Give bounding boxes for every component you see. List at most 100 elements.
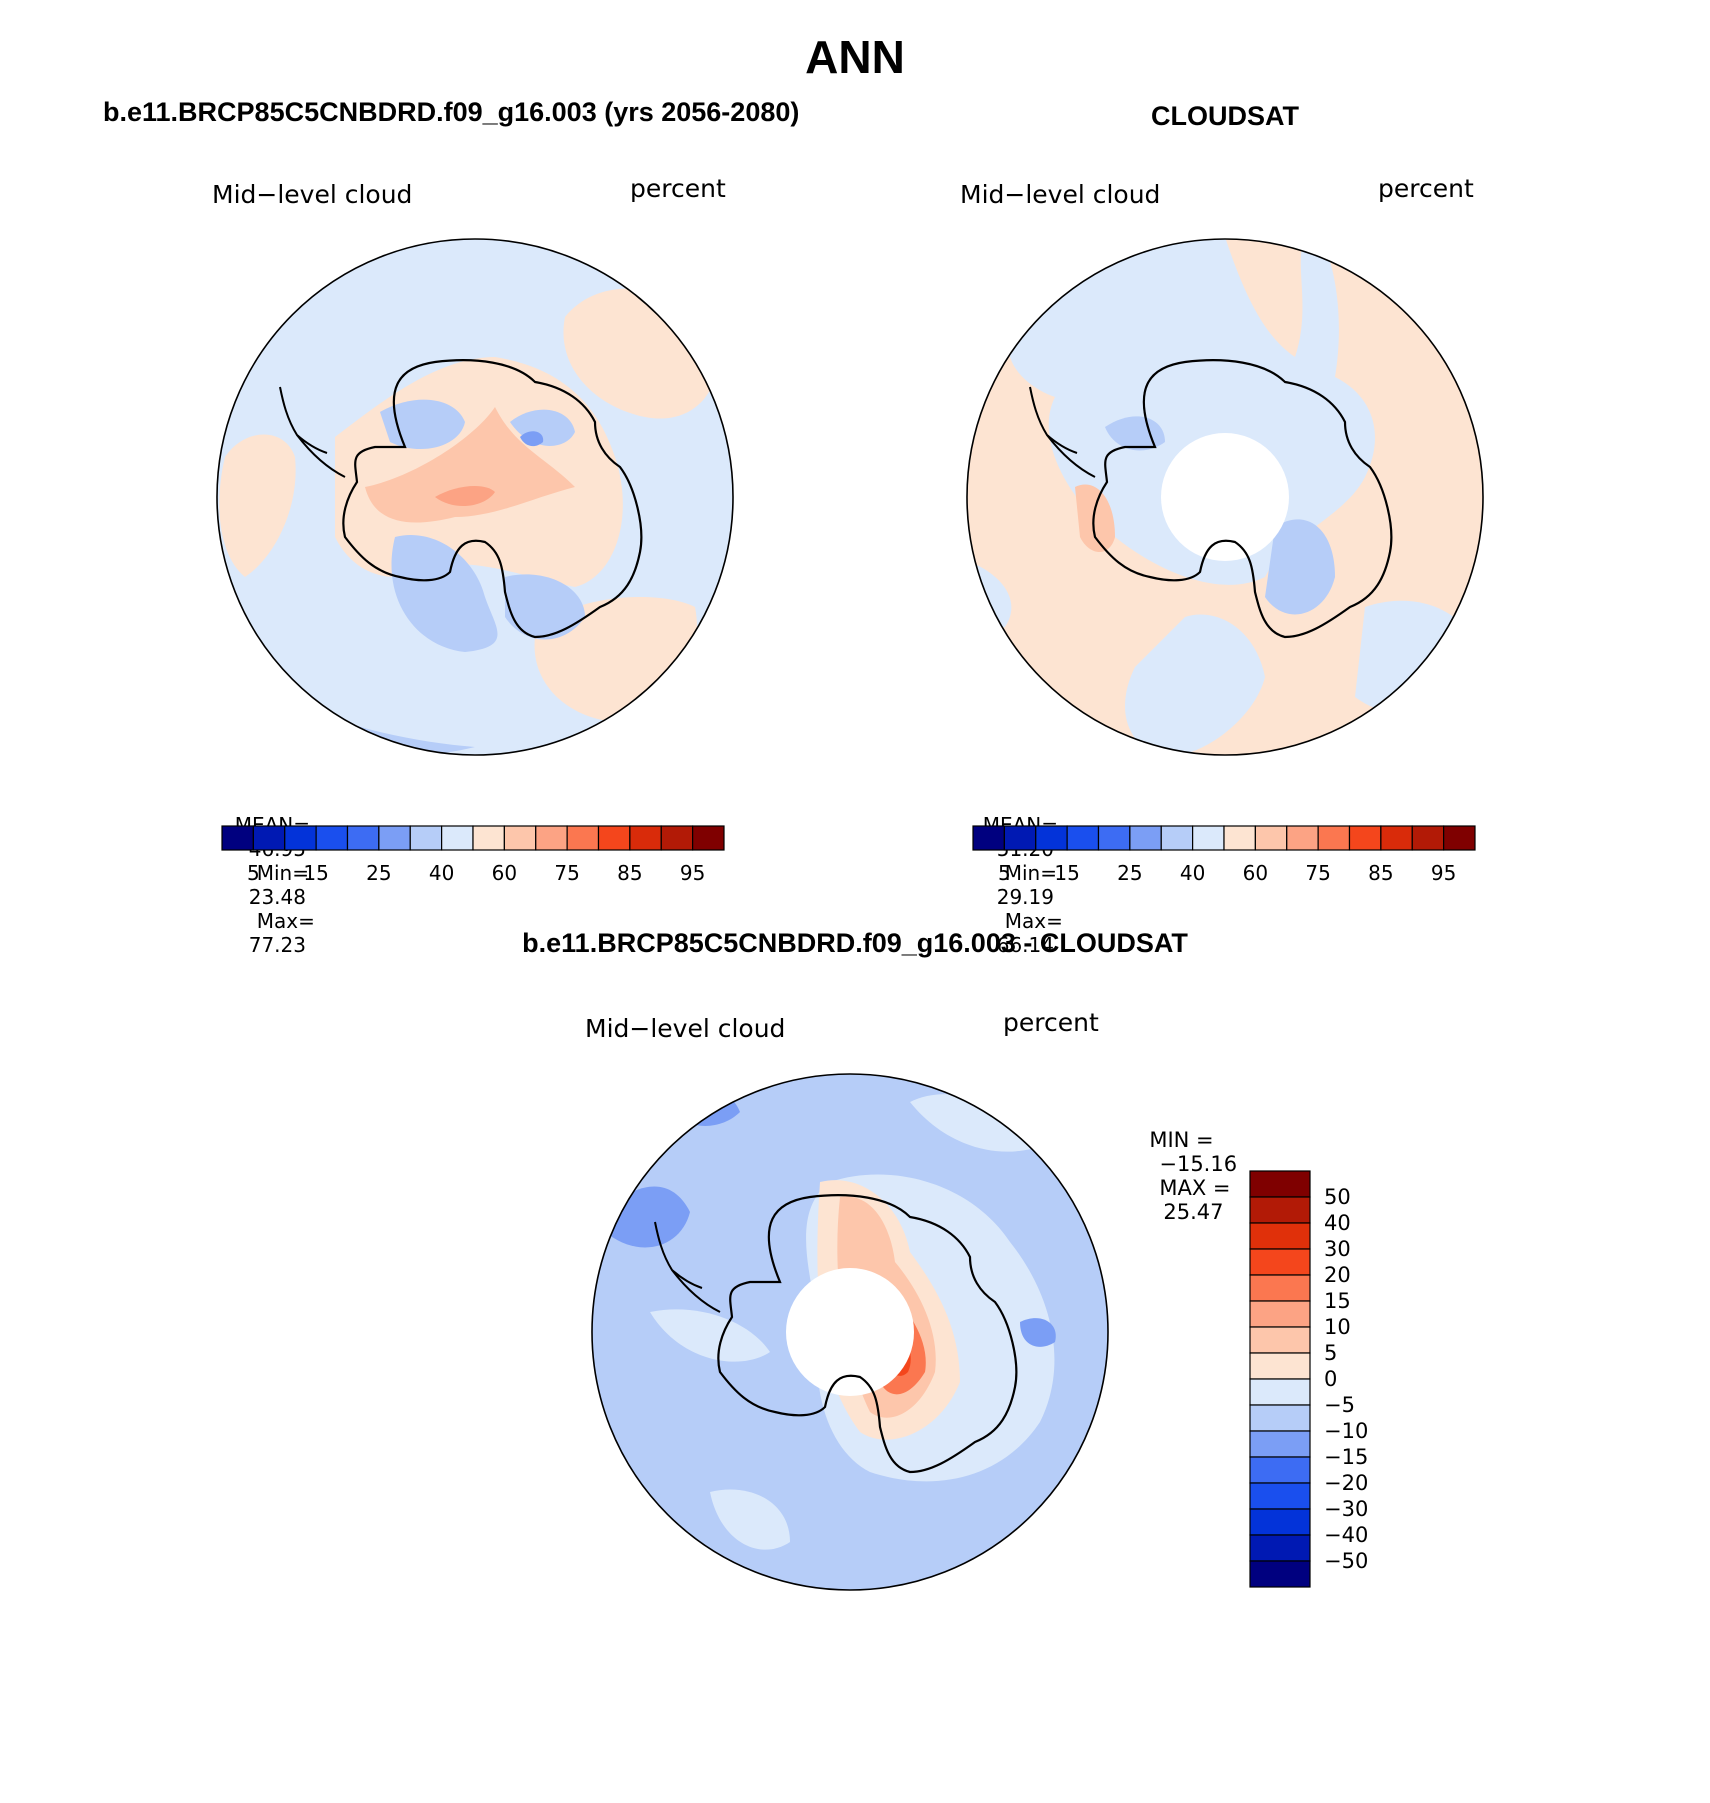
obs-polar-map <box>966 238 1484 756</box>
model-variable-label: Mid−level cloud <box>212 180 413 209</box>
obs-units-label: percent <box>1378 174 1474 203</box>
model-colorbar-swatch <box>597 825 631 851</box>
obs-map-region <box>1355 600 1483 714</box>
model-units-label: percent <box>630 174 726 203</box>
diff-colorbar-swatch <box>1249 1508 1311 1536</box>
obs-colorbar-swatch <box>1286 825 1319 851</box>
obs-colorbar: 5 15 25 40 60 75 85 95 <box>972 825 1476 885</box>
diff-colorbar-swatch <box>1249 1352 1311 1380</box>
diff-colorbar-tick-label: 30 <box>1324 1237 1351 1261</box>
obs-colorbar-swatch <box>1254 825 1288 851</box>
obs-colorbar-swatch <box>1160 825 1194 851</box>
model-max-value: 77.23 <box>248 933 306 957</box>
obs-colorbar-swatch <box>1192 825 1225 851</box>
obs-colorbar-tick-label: 95 <box>1431 861 1456 885</box>
figure-title: ANN <box>805 31 905 83</box>
diff-colorbar-tick-label: 50 <box>1324 1185 1351 1209</box>
obs-colorbar-swatch <box>1097 825 1131 851</box>
diff-stats: MIN = −15.16 MAX = 25.47 <box>1136 1104 1237 1224</box>
model-colorbar-swatch <box>472 825 505 851</box>
model-colorbar-swatch <box>535 825 568 851</box>
diff-colorbar-swatch <box>1249 1404 1311 1432</box>
diff-colorbar-tick-label: −20 <box>1324 1471 1368 1495</box>
diff-colorbar-tick-label: −15 <box>1324 1445 1368 1469</box>
diff-colorbar-swatch <box>1249 1222 1311 1250</box>
model-colorbar-tick-label: 75 <box>554 861 579 885</box>
model-colorbar-swatch <box>629 825 662 851</box>
model-map-region <box>505 574 585 640</box>
diff-map-region <box>1020 1318 1056 1347</box>
model-colorbar-tick-label: 95 <box>680 861 705 885</box>
diff-colorbar-tick-label: 40 <box>1324 1211 1351 1235</box>
model-min-label: Min= <box>256 861 309 885</box>
model-map-region <box>520 431 544 447</box>
obs-variable-label: Mid−level cloud <box>960 180 1161 209</box>
model-colorbar-swatch <box>221 825 254 851</box>
obs-map-border <box>966 238 1484 756</box>
model-colorbar-swatch <box>503 825 537 851</box>
model-colorbar-tick-label: 60 <box>492 861 517 885</box>
diff-colorbar-tick-label: −10 <box>1324 1419 1368 1443</box>
obs-pole-hole <box>1161 433 1289 561</box>
diff-colorbar-tick-label: 20 <box>1324 1263 1351 1287</box>
diff-colorbar-swatch <box>1249 1170 1311 1198</box>
diff-colorbar-swatch <box>1249 1378 1311 1406</box>
diff-colorbar-tick-label: −5 <box>1324 1393 1355 1417</box>
diff-polar-map <box>591 1073 1109 1591</box>
diff-colorbar-swatch <box>1249 1274 1311 1302</box>
diff-pole-hole <box>786 1268 914 1396</box>
diff-colorbar-swatch <box>1249 1456 1311 1484</box>
model-colorbar-swatch <box>409 825 443 851</box>
model-colorbar: 5 15 25 40 60 75 85 95 <box>221 825 725 885</box>
diff-colorbar-tick-label: −40 <box>1324 1523 1368 1547</box>
obs-colorbar-swatch <box>1317 825 1351 851</box>
diff-units-label: percent <box>1003 1008 1099 1037</box>
diff-colorbar-tick-label: 15 <box>1324 1289 1351 1313</box>
diff-colorbar-tick-label: 0 <box>1324 1367 1337 1391</box>
diff-colorbar-swatch <box>1249 1430 1311 1458</box>
obs-colorbar-tick-label: 40 <box>1180 861 1205 885</box>
diff-map-border <box>591 1073 1109 1591</box>
model-colorbar-swatch <box>692 825 725 851</box>
obs-colorbar-swatch <box>972 825 1005 851</box>
diff-min-value: −15.16 <box>1159 1152 1238 1176</box>
model-colorbar-swatch <box>441 825 474 851</box>
obs-colorbar-swatch <box>1003 825 1037 851</box>
obs-colorbar-swatch <box>1035 825 1068 851</box>
model-colorbar-tick-label: 85 <box>617 861 642 885</box>
model-panel-heading: b.e11.BRCP85C5CNBDRD.f09_g16.003 (yrs 20… <box>103 97 800 127</box>
obs-colorbar-swatch <box>1380 825 1413 851</box>
obs-colorbar-tick-label: 60 <box>1243 861 1268 885</box>
obs-colorbar-swatch <box>1443 825 1476 851</box>
model-colorbar-swatch <box>378 825 411 851</box>
diff-colorbar-tick-label: −30 <box>1324 1497 1368 1521</box>
diff-map-region <box>910 1094 1050 1152</box>
obs-colorbar-swatch <box>1348 825 1382 851</box>
obs-colorbar-swatch <box>1223 825 1256 851</box>
diff-colorbar-swatch <box>1249 1534 1311 1562</box>
obs-colorbar-tick-label: 25 <box>1117 861 1142 885</box>
diff-colorbar-tick-label: 10 <box>1324 1315 1351 1339</box>
diff-min-label: MIN = <box>1149 1128 1214 1152</box>
obs-map-region <box>1105 416 1165 451</box>
obs-panel-heading: CLOUDSAT <box>1151 101 1299 131</box>
obs-min-value: 29.19 <box>996 885 1054 909</box>
model-colorbar-swatch <box>315 825 349 851</box>
model-colorbar-tick-label: 25 <box>366 861 391 885</box>
model-map-region <box>435 485 495 507</box>
diff-max-value: 25.47 <box>1163 1200 1224 1224</box>
model-map-region <box>365 407 575 523</box>
model-colorbar-swatch <box>346 825 380 851</box>
obs-stats: MEAN= 51.20 Min= 29.19 Max= 66.14 <box>970 789 1063 957</box>
obs-colorbar-tick-label: 5 <box>998 861 1011 885</box>
obs-map-region <box>1125 614 1265 755</box>
obs-min-label: Min= <box>1004 861 1057 885</box>
obs-max-value: 66.14 <box>996 933 1054 957</box>
obs-map-region <box>1075 484 1115 552</box>
diff-map-region <box>650 1309 770 1362</box>
obs-colorbar-swatch <box>1129 825 1162 851</box>
diff-colorbar-tick-label: −50 <box>1324 1549 1368 1573</box>
model-max-label: Max= <box>256 909 315 933</box>
model-polar-map <box>216 238 734 756</box>
